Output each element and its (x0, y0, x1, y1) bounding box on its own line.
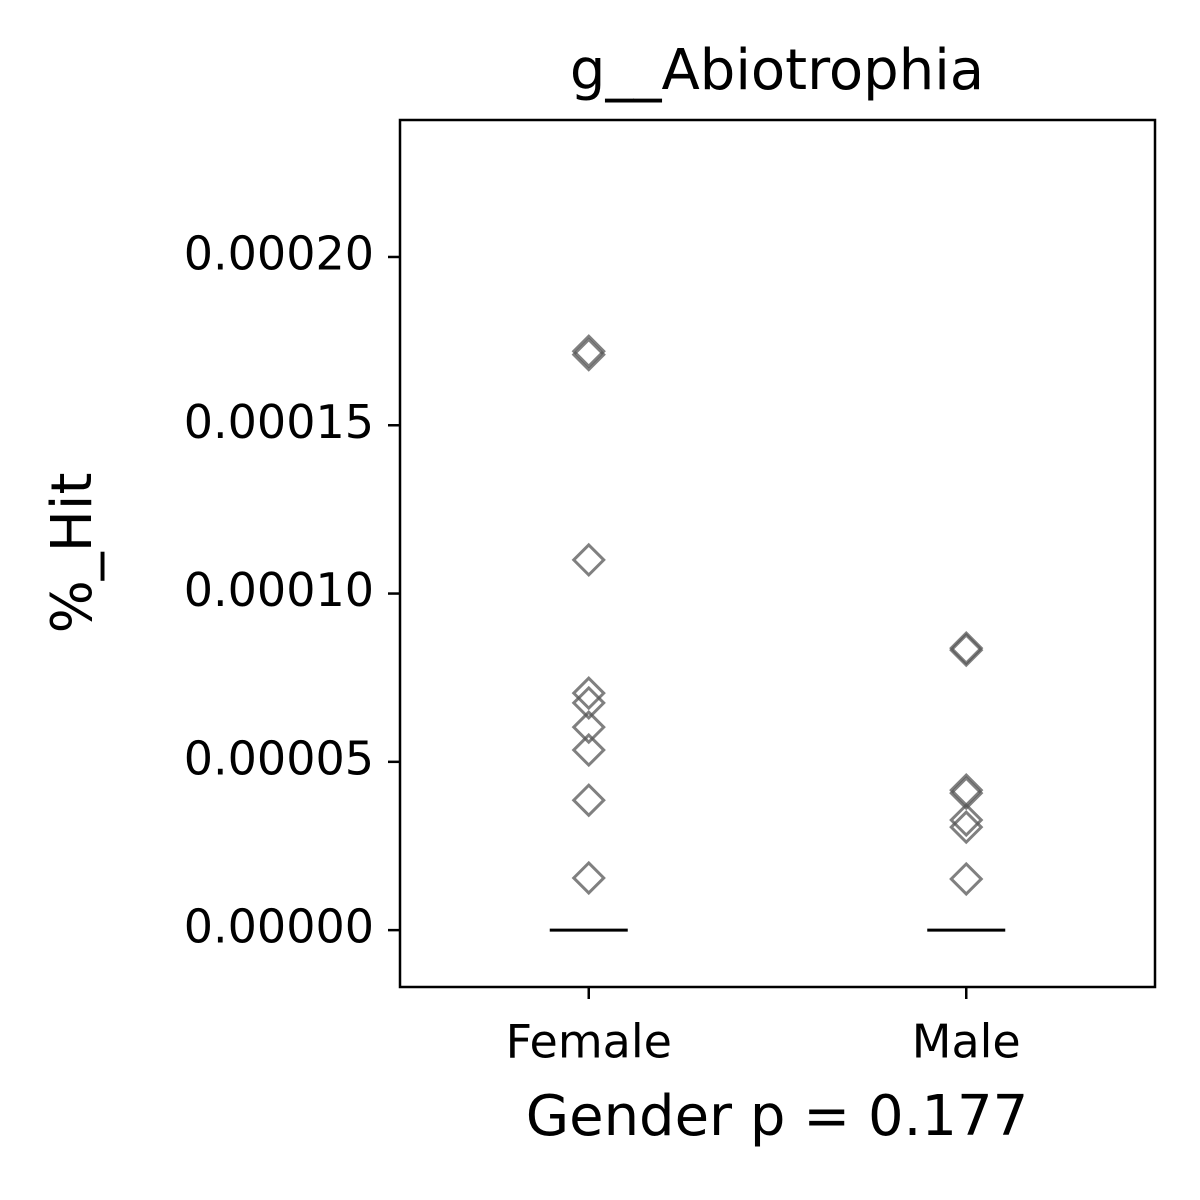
y-tick-label: 0.00020 (184, 226, 374, 280)
y-tick-label: 0.00000 (184, 900, 374, 954)
data-point (571, 676, 606, 711)
data-point (949, 861, 984, 897)
y-axis-label: %_Hit (40, 473, 105, 634)
y-tick-label: 0.00005 (184, 731, 374, 785)
data-point (571, 860, 606, 896)
data-point (949, 776, 984, 811)
chart-title: g__Abiotrophia (570, 38, 984, 103)
y-tick-label: 0.00015 (184, 395, 374, 449)
data-point (571, 732, 606, 768)
x-tick-label: Female (506, 1015, 672, 1069)
data-point (571, 710, 606, 745)
data-point (571, 783, 606, 818)
data-point (571, 685, 606, 721)
plot-frame (398, 118, 1157, 989)
data-point (571, 337, 606, 372)
data-point (571, 542, 606, 578)
data-point (949, 802, 984, 838)
y-tick-label: 0.00010 (184, 563, 374, 617)
data-point (949, 630, 984, 666)
data-point (949, 810, 984, 845)
x-tick-label: Male (912, 1015, 1021, 1069)
x-axis-label: Gender p = 0.177 (526, 1084, 1029, 1149)
data-point (571, 334, 606, 369)
data-point (949, 632, 984, 668)
